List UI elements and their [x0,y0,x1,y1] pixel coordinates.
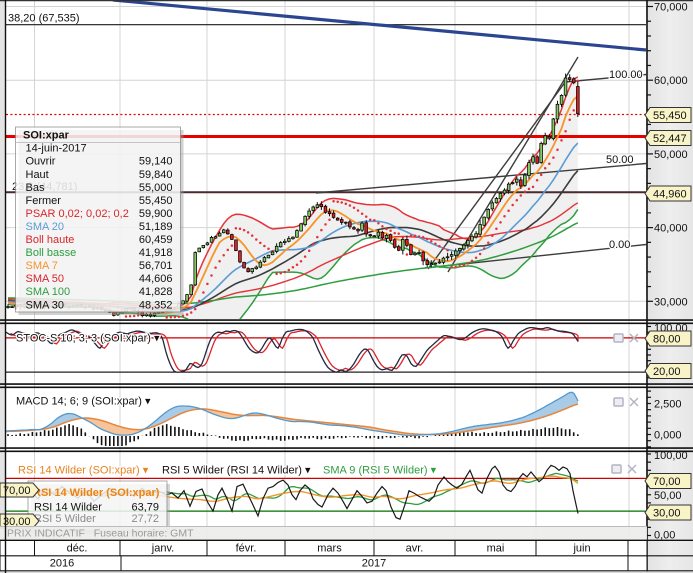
svg-text:Haut: Haut [26,169,49,181]
svg-text:56,701: 56,701 [139,260,173,272]
svg-text:70,000: 70,000 [654,2,688,14]
svg-text:80,00: 80,00 [653,334,681,346]
svg-text:38,20 (67,535): 38,20 (67,535) [8,13,80,25]
svg-text:44,606: 44,606 [139,273,173,285]
svg-text:2017: 2017 [362,558,386,570]
svg-text:50.00: 50.00 [606,154,634,166]
svg-text:100,00: 100,00 [654,450,688,462]
svg-text:juin: juin [572,543,590,555]
svg-text:RSI 14 Wilder (SOI:xpar) ▾: RSI 14 Wilder (SOI:xpar) ▾ [18,465,149,477]
svg-text:Fermer: Fermer [26,195,62,207]
svg-text:2016: 2016 [50,558,74,570]
svg-text:SOI:xpar: SOI:xpar [23,130,70,142]
svg-text:55,450: 55,450 [139,195,173,207]
svg-text:RSI 5 Wilder: RSI 5 Wilder [34,513,96,525]
svg-text:52,447: 52,447 [653,133,687,145]
svg-text:50,00: 50,00 [654,490,682,502]
svg-text:RSI 5 Wilder (RSI 14 Wilder): RSI 5 Wilder (RSI 14 Wilder) ▾ [162,465,311,477]
svg-text:40,000: 40,000 [654,223,688,235]
svg-text:SMA 50: SMA 50 [26,273,65,285]
svg-text:44,960: 44,960 [653,189,687,201]
svg-text:30,00: 30,00 [653,508,681,520]
svg-text:janv.: janv. [151,543,174,555]
svg-text:PSAR 0,02; 0,02; 0,2: PSAR 0,02; 0,02; 0,2 [26,208,129,220]
svg-text:déc.: déc. [67,543,88,555]
svg-text:60,459: 60,459 [139,234,173,246]
svg-text:51,189: 51,189 [139,221,173,233]
svg-text:70,00: 70,00 [653,476,681,488]
svg-text:59,840: 59,840 [139,169,173,181]
svg-text:SMA 7: SMA 7 [26,260,58,272]
svg-text:59,900: 59,900 [139,208,173,220]
svg-text:SMA 20: SMA 20 [26,221,65,233]
svg-text:Ouvrir: Ouvrir [26,156,56,168]
svg-text:55,450: 55,450 [653,110,687,122]
svg-text:MACD 14; 6; 9 (SOI:xpar) ▾: MACD 14; 6; 9 (SOI:xpar) ▾ [16,396,151,408]
svg-text:SMA 30: SMA 30 [26,299,65,311]
svg-text:2,500: 2,500 [654,399,682,411]
svg-text:mars: mars [317,543,342,555]
svg-text:Boll basse: Boll basse [26,247,77,259]
svg-text:RSI 14 Wilder: RSI 14 Wilder [34,502,102,514]
svg-text:févr.: févr. [236,543,257,555]
svg-text:Boll haute: Boll haute [26,234,75,246]
svg-text:48,352: 48,352 [139,299,173,311]
svg-text:27,72: 27,72 [131,513,159,525]
svg-text:60,000: 60,000 [654,75,688,87]
svg-text:59,140: 59,140 [139,156,173,168]
svg-text:SMA 100: SMA 100 [26,286,71,298]
svg-text:41,918: 41,918 [139,247,173,259]
svg-text:RSI 14 Wilder (SOI:xpar): RSI 14 Wilder (SOI:xpar) [33,487,160,499]
svg-text:SMA 9 (RSI 5 Wilder) ▾: SMA 9 (RSI 5 Wilder) ▾ [323,465,437,477]
svg-text:63,79: 63,79 [131,502,159,514]
svg-text:Bas: Bas [26,182,45,194]
svg-text:20,00: 20,00 [653,366,681,378]
svg-text:0,00: 0,00 [654,530,675,542]
svg-text:avr.: avr. [406,543,424,555]
svg-text:41,828: 41,828 [139,286,173,298]
svg-text:STOC-S 10; 3; 3 (SOI:xpar) ▾: STOC-S 10; 3; 3 (SOI:xpar) ▾ [16,333,160,345]
svg-text:PRIX INDICATIF Fuseau horair: PRIX INDICATIF Fuseau horaire: GMT [7,528,194,540]
svg-text:14-juin-2017: 14-juin-2017 [26,143,87,155]
svg-text:0,000: 0,000 [654,430,682,442]
svg-text:50,000: 50,000 [654,149,688,161]
svg-text:30,00: 30,00 [3,516,31,528]
svg-text:70,00: 70,00 [3,485,31,497]
svg-text:100.00: 100.00 [609,69,643,81]
svg-text:mai: mai [487,543,505,555]
svg-text:55,000: 55,000 [139,182,173,194]
svg-text:0.00: 0.00 [609,239,630,251]
svg-text:30,000: 30,000 [654,296,688,308]
